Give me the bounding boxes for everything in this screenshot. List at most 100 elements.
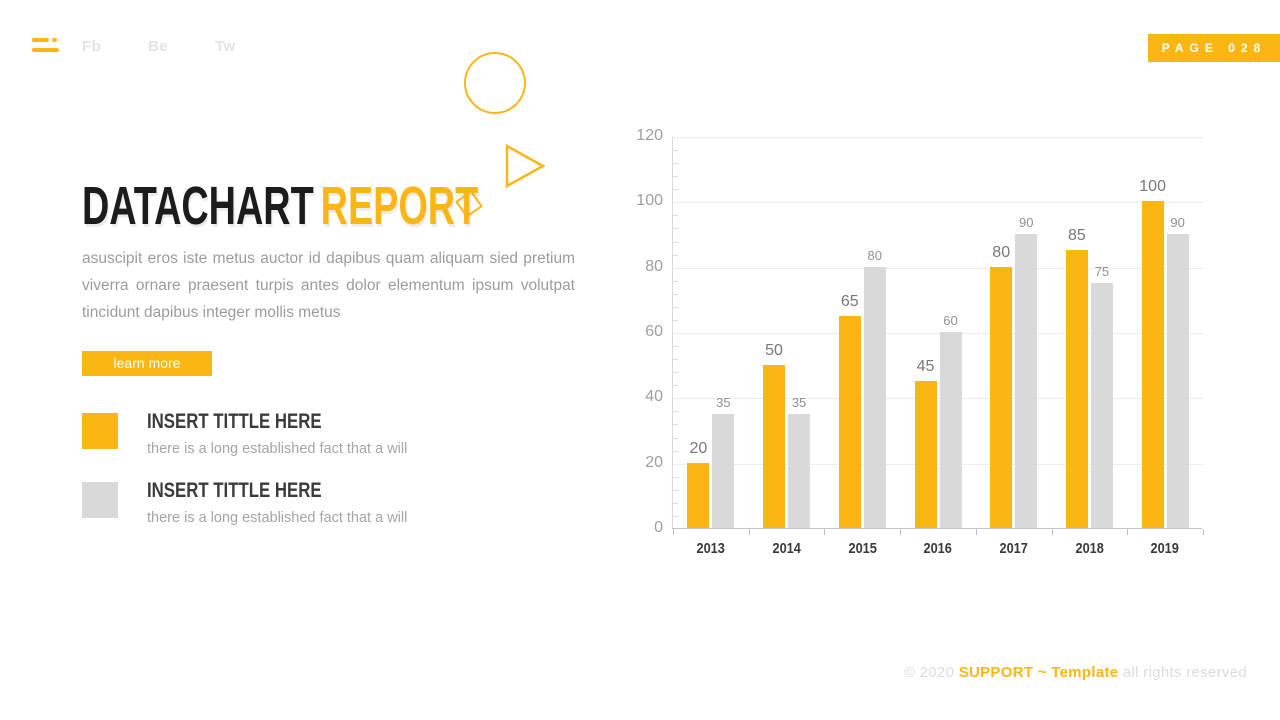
- social-link-facebook[interactable]: Fb: [82, 38, 102, 55]
- y-minor-tick: [673, 411, 678, 413]
- bar-series-gray: [939, 332, 962, 528]
- y-minor-tick: [673, 241, 678, 243]
- value-label: 80: [992, 243, 1011, 261]
- gridline: [673, 333, 1203, 334]
- y-minor-tick: [673, 346, 678, 348]
- x-axis-tick: [748, 529, 750, 535]
- value-label: 90: [1170, 215, 1185, 230]
- y-minor-tick: [673, 319, 678, 321]
- bar-series-yellow: [1065, 250, 1088, 528]
- y-minor-tick: [673, 189, 678, 191]
- legend-item-yellow: INSERT TITTLE HERE there is a long estab…: [82, 410, 502, 468]
- value-label: 20: [689, 439, 708, 457]
- x-axis-tick: [824, 529, 826, 535]
- copyright-year: © 2020: [903, 664, 955, 681]
- x-axis-label: 2015: [848, 540, 877, 557]
- x-axis-label: 2019: [1150, 540, 1180, 557]
- y-minor-tick: [673, 306, 678, 308]
- bar-series-gray: [1166, 234, 1189, 528]
- value-label: 85: [1068, 227, 1086, 245]
- y-axis-label: 120: [636, 127, 663, 144]
- y-minor-tick: [673, 280, 678, 282]
- bar-chart: 0 20 40 60 80 100 120 2013 20 35 2014 50 35 2015 65 80 2…: [636, 127, 1204, 557]
- gridline: [673, 398, 1203, 400]
- y-minor-tick: [673, 163, 678, 165]
- y-minor-tick: [673, 515, 678, 517]
- value-label: 35: [716, 394, 731, 410]
- social-link-twitter[interactable]: Tw: [215, 38, 236, 55]
- hamburger-dot: [52, 38, 57, 42]
- bar-series-gray: [712, 413, 735, 528]
- y-axis-label: 80: [645, 257, 663, 275]
- legend-item-description: there is a long established fact that a …: [147, 510, 408, 526]
- bar-series-yellow: [1141, 201, 1164, 528]
- y-axis-label: 0: [654, 519, 663, 536]
- bar-series-yellow: [763, 364, 786, 528]
- x-axis-tick: [975, 529, 977, 535]
- value-label: 90: [1018, 215, 1034, 230]
- footer-brand: SUPPORT ~ Template: [958, 664, 1119, 681]
- y-minor-tick: [673, 437, 678, 439]
- value-label: 50: [765, 341, 783, 359]
- bar-series-gray: [1090, 283, 1113, 528]
- value-label: 35: [791, 394, 807, 410]
- legend-item-title: INSERT TITTLE HERE: [147, 479, 322, 502]
- y-minor-tick: [673, 150, 678, 152]
- x-axis-tick: [673, 529, 674, 535]
- bar-series-gray: [863, 266, 886, 528]
- page-title: DATACHART REPORT: [82, 179, 478, 233]
- gridline: [673, 202, 1203, 204]
- gridline: [673, 267, 1203, 269]
- gridline: [673, 463, 1203, 465]
- x-axis-tick: [1051, 529, 1053, 535]
- circle-outline-decoration: [464, 52, 526, 114]
- legend-item-description: there is a long established fact that a …: [147, 441, 408, 457]
- rights-text: all rights reserved: [1122, 664, 1247, 681]
- intro-paragraph: asuscipit eros iste metus auctor id dapi…: [82, 250, 575, 321]
- x-axis-label: 2018: [1075, 540, 1104, 557]
- y-minor-tick: [673, 385, 678, 387]
- y-axis-label: 20: [645, 453, 663, 471]
- value-label: 60: [943, 313, 958, 328]
- value-label: 45: [916, 358, 935, 375]
- learn-more-button[interactable]: learn more: [82, 351, 212, 376]
- title-accent: REPORT: [320, 176, 479, 236]
- bar-series-yellow: [914, 381, 937, 528]
- y-minor-tick: [673, 372, 678, 374]
- y-minor-tick: [673, 489, 678, 491]
- value-label: 80: [867, 247, 883, 263]
- x-axis-label: 2013: [696, 540, 726, 557]
- bar-series-yellow: [990, 266, 1013, 528]
- x-axis-label: 2017: [999, 540, 1028, 557]
- page-number-badge: PAGE 028: [1148, 34, 1280, 62]
- y-axis-label: 100: [636, 192, 663, 210]
- legend-swatch-gray: [82, 482, 118, 518]
- legend-item-gray: INSERT TITTLE HERE there is a long estab…: [82, 479, 502, 537]
- bar-series-gray: [788, 413, 811, 528]
- value-label: 100: [1139, 178, 1166, 196]
- title-primary: DATACHART: [82, 176, 314, 236]
- y-minor-tick: [673, 215, 678, 217]
- x-axis-label: 2014: [772, 540, 801, 557]
- y-minor-tick: [673, 293, 678, 295]
- bar-series-yellow: [687, 462, 710, 528]
- y-minor-tick: [673, 176, 678, 178]
- bar-series-yellow: [838, 315, 861, 528]
- y-minor-tick: [673, 228, 678, 230]
- hamburger-bar: [32, 48, 57, 52]
- y-minor-tick: [673, 359, 678, 361]
- social-link-behance[interactable]: Be: [148, 38, 169, 55]
- x-axis-tick: [1203, 529, 1204, 535]
- y-minor-tick: [673, 502, 678, 504]
- gridline: [673, 137, 1203, 138]
- x-axis-tick: [900, 529, 902, 535]
- value-label: 65: [840, 292, 859, 310]
- footer-copyright: © 2020 SUPPORT ~ Template all rights res…: [904, 664, 1247, 681]
- value-label: 75: [1094, 264, 1110, 279]
- x-axis-label: 2016: [923, 540, 953, 557]
- y-minor-tick: [673, 254, 678, 256]
- y-axis-label: 40: [645, 388, 663, 406]
- legend-item-title: INSERT TITTLE HERE: [147, 410, 322, 433]
- hamburger-bar: [32, 38, 49, 42]
- menu-hamburger-icon[interactable]: [32, 38, 59, 55]
